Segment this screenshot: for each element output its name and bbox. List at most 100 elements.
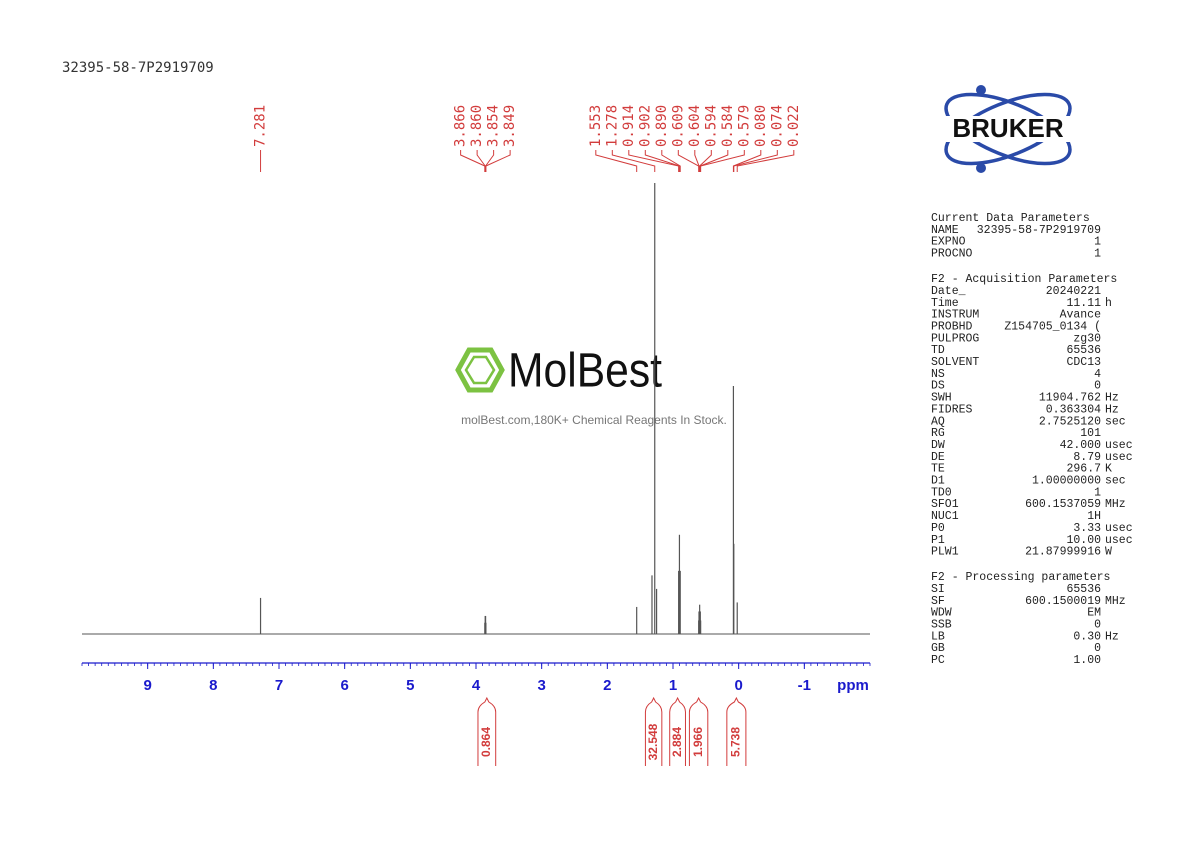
param-unit: Hz: [1105, 392, 1119, 405]
x-tick-label: 7: [275, 677, 283, 694]
param-name: LB: [931, 630, 945, 643]
param-value: 65536: [1066, 344, 1101, 357]
x-tick-label: -1: [798, 677, 811, 694]
param-name: TD: [931, 344, 945, 357]
param-name: GB: [931, 642, 945, 655]
param-unit: MHz: [1105, 595, 1126, 608]
integral-bracket: [726, 696, 747, 766]
param-name: DW: [931, 439, 945, 452]
peak-leader: [733, 150, 778, 172]
param-unit: usec: [1105, 439, 1133, 452]
param-name: SSB: [931, 619, 952, 632]
param-name: NUC1: [931, 510, 959, 523]
param-value: 1H: [1087, 510, 1101, 523]
x-tick-label: 1: [669, 677, 677, 694]
param-value: 1: [1094, 248, 1101, 261]
param-section-title: Current Data Parameters: [931, 212, 1090, 225]
param-value: 600.1500019: [1025, 595, 1101, 608]
param-name: FIDRES: [931, 403, 973, 416]
watermark-brand: MolBest: [508, 345, 662, 398]
peak-leader: [628, 150, 680, 172]
param-value: 0: [1094, 642, 1101, 655]
logo-orbit: [944, 92, 1072, 166]
param-unit: Hz: [1105, 630, 1119, 643]
param-value: 65536: [1066, 583, 1101, 596]
param-value: 2.7525120: [1039, 415, 1101, 428]
param-name: AQ: [931, 415, 945, 428]
logo-orbit: [944, 92, 1072, 166]
integral-bracket: [688, 696, 709, 766]
param-name: SF: [931, 595, 945, 608]
peak-leader: [485, 150, 511, 172]
peak-label: 1.553: [588, 105, 604, 147]
param-name: PLW1: [931, 546, 959, 559]
param-unit: usec: [1105, 534, 1133, 547]
peak-leader: [677, 150, 700, 172]
param-unit: MHz: [1105, 498, 1126, 511]
param-name: SWH: [931, 392, 952, 405]
param-value: 0: [1094, 380, 1101, 393]
logo-text: BRUKER: [952, 113, 1063, 143]
x-tick-label: 5: [406, 677, 414, 694]
param-value: 32395-58-7P2919709: [977, 224, 1101, 237]
param-value: 296.7: [1066, 463, 1101, 476]
watermark-hexagon: [455, 347, 505, 393]
param-value: 1: [1094, 486, 1101, 499]
param-unit: usec: [1105, 522, 1133, 535]
peak-label: 3.854: [486, 105, 502, 147]
param-value: 1: [1094, 236, 1101, 249]
integral-label: 1.966: [691, 727, 705, 757]
peak-label: 0.022: [786, 105, 802, 147]
param-name: D1: [931, 475, 945, 488]
param-value: 11.11: [1066, 297, 1101, 310]
param-name: EXPNO: [931, 236, 966, 249]
param-value: EM: [1087, 607, 1101, 620]
peak-leader: [476, 150, 486, 172]
param-name: DS: [931, 380, 945, 393]
peak-label: 0.074: [769, 105, 785, 147]
integral-label: 0.864: [479, 727, 493, 757]
watermark-ring: [464, 355, 496, 385]
x-axis-label: ppm: [837, 677, 869, 694]
param-name: TE: [931, 463, 945, 476]
watermark: MolBest molBest.com,180K+ Chemical Reage…: [455, 345, 727, 427]
peak-leader: [611, 150, 656, 172]
peak-label: 7.281: [253, 105, 269, 147]
x-tick-label: 0: [734, 677, 742, 694]
param-value: 8.79: [1073, 451, 1101, 464]
param-value: 10.00: [1066, 534, 1101, 547]
x-tick-label: 9: [143, 677, 151, 694]
x-tick-label: 8: [209, 677, 217, 694]
param-name: INSTRUM: [931, 309, 979, 322]
peak-label: 1.278: [604, 105, 620, 147]
x-tick-label: 2: [603, 677, 611, 694]
peak-label: 0.584: [720, 105, 736, 147]
param-value: 20240221: [1046, 285, 1101, 298]
param-name: NS: [931, 368, 945, 381]
x-tick-label: 6: [340, 677, 348, 694]
peak-leader: [694, 150, 700, 172]
peak-label: 0.579: [736, 105, 752, 147]
bruker-logo: BRUKER: [926, 85, 1090, 173]
param-name: TD0: [931, 486, 952, 499]
param-value: 0.363304: [1046, 403, 1101, 416]
param-name: PC: [931, 654, 945, 667]
param-name: SOLVENT: [931, 356, 979, 369]
peak-leader: [700, 150, 745, 172]
peak-label: 0.080: [753, 105, 769, 147]
watermark-tagline: molBest.com,180K+ Chemical Reagents In S…: [461, 413, 727, 427]
param-value: zg30: [1073, 332, 1101, 345]
param-value: CDC13: [1066, 356, 1101, 369]
param-unit: h: [1105, 297, 1112, 310]
peak-label: 0.890: [654, 105, 670, 147]
param-value: 0.30: [1073, 630, 1101, 643]
integral-bracket: [669, 696, 686, 766]
param-name: Time: [931, 297, 959, 310]
param-name: PULPROG: [931, 332, 979, 345]
param-unit: sec: [1105, 475, 1126, 488]
param-value: Avance: [1060, 309, 1102, 322]
param-name: Date_: [931, 285, 966, 298]
param-value: 3.33: [1073, 522, 1101, 535]
param-value: 21.87999916: [1025, 546, 1101, 559]
